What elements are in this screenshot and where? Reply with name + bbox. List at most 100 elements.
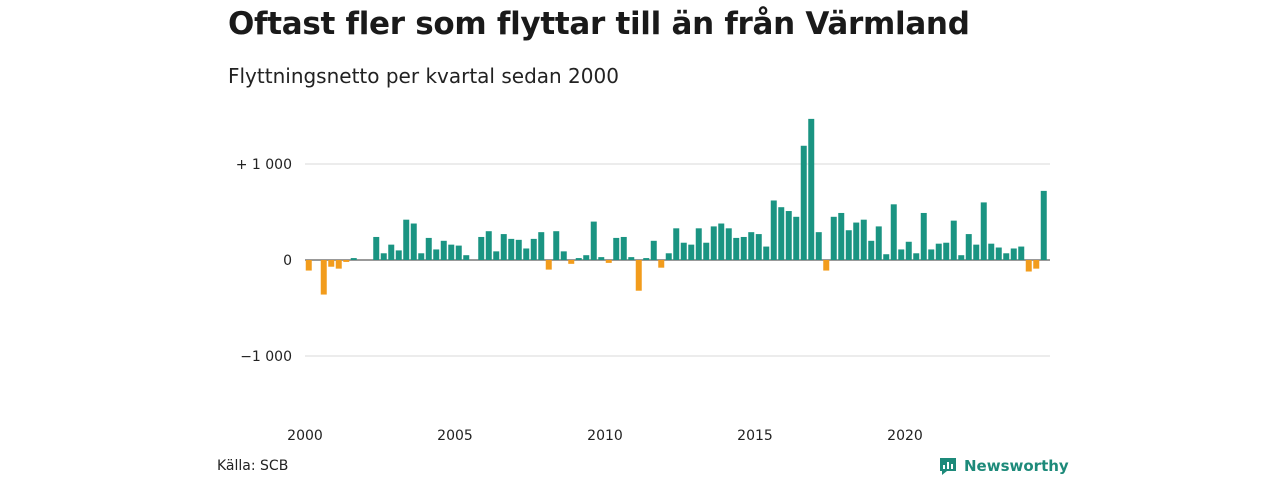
bar: [1003, 253, 1010, 260]
bar: [800, 145, 807, 260]
bar: [605, 260, 612, 263]
x-tick-label: 2000: [287, 428, 323, 444]
bar: [860, 219, 867, 260]
bar: [485, 231, 492, 260]
bar: [898, 249, 905, 260]
bar: [643, 258, 650, 260]
bar: [890, 204, 897, 260]
bar: [980, 202, 987, 260]
bar: [868, 240, 875, 260]
bar: [763, 246, 770, 260]
bar: [928, 249, 935, 260]
bar: [710, 226, 717, 260]
y-tick-label: −1 000: [240, 349, 292, 365]
bar: [958, 255, 965, 260]
bar: [568, 260, 575, 264]
bar: [943, 242, 950, 260]
bar: [553, 231, 560, 260]
bar: [343, 260, 350, 262]
bar: [905, 241, 912, 260]
bar: [493, 251, 500, 260]
bar: [755, 234, 762, 260]
bar: [650, 240, 657, 260]
bar: [935, 243, 942, 260]
bar: [853, 222, 860, 260]
bar: [665, 253, 672, 260]
y-tick-label: + 1 000: [236, 157, 292, 173]
x-tick-label: 2010: [587, 428, 623, 444]
bar: [620, 236, 627, 260]
bar: [875, 226, 882, 260]
bar: [1040, 190, 1047, 260]
bar: [328, 260, 335, 267]
bar: [628, 257, 635, 260]
bar: [410, 223, 417, 260]
bar: [373, 236, 380, 260]
bar: [1033, 260, 1040, 269]
bar: [1010, 248, 1017, 260]
bar: [740, 236, 747, 260]
bar: [995, 247, 1002, 260]
source-note: Källa: SCB: [217, 458, 289, 474]
bar: [335, 260, 342, 269]
bar: [545, 260, 552, 270]
bar: [455, 245, 462, 260]
bar: [688, 244, 695, 260]
y-tick-label: 0: [283, 253, 292, 269]
bar: [320, 260, 327, 295]
bar: [703, 242, 710, 260]
bar: [965, 234, 972, 260]
bar: [395, 250, 402, 260]
x-axis-ticks: 2000 2005 2010 2015 2020: [287, 428, 923, 444]
bar: [1018, 246, 1025, 260]
bar: [973, 244, 980, 260]
bar: [350, 258, 357, 260]
bar: [673, 228, 680, 260]
bar: [920, 212, 927, 260]
chart-title: Oftast fler som flyttar till än från Vär…: [228, 6, 970, 42]
bars: [305, 118, 1047, 295]
bar: [785, 211, 792, 260]
brand-logo[interactable]: Newsworthy: [938, 456, 1069, 476]
bar: [830, 216, 837, 260]
bar: [425, 237, 432, 260]
bar: [658, 260, 665, 268]
x-tick-label: 2005: [437, 428, 473, 444]
bar: [748, 232, 755, 260]
bar: [305, 260, 312, 271]
bar: [815, 232, 822, 260]
bar: [598, 257, 605, 260]
bar: [478, 236, 485, 260]
bar: [838, 212, 845, 260]
bar: [823, 260, 830, 271]
bar: [733, 237, 740, 260]
bar: [583, 255, 590, 260]
bar: [440, 240, 447, 260]
bar: [523, 248, 530, 260]
bar: [403, 219, 410, 260]
bar: [718, 223, 725, 260]
bar: [793, 216, 800, 260]
bar: [560, 251, 567, 260]
bar: [845, 230, 852, 260]
chart-subtitle: Flyttningsnetto per kvartal sedan 2000: [228, 64, 619, 88]
bar: [1025, 260, 1032, 272]
bar: [883, 254, 890, 260]
bar: [538, 232, 545, 260]
bar: [575, 258, 582, 260]
bar: [530, 238, 537, 260]
bar: [500, 234, 507, 260]
bar: [418, 253, 425, 260]
bar: [695, 228, 702, 260]
bar: [515, 239, 522, 260]
chart-logo-icon: [940, 458, 956, 475]
bar: [380, 253, 387, 260]
bar: [388, 244, 395, 260]
bar: [463, 255, 470, 260]
bar: [988, 243, 995, 260]
bar: [778, 207, 785, 260]
bar: [508, 238, 515, 260]
bar: [613, 237, 620, 260]
bar: [950, 220, 957, 260]
